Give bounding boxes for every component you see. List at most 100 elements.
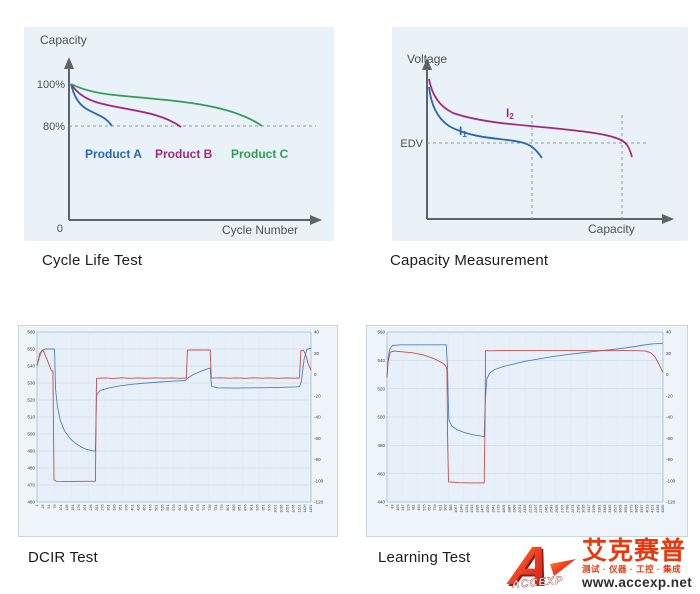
- x-axis-tick: 1395: [475, 505, 479, 513]
- x-axis-tick: 326: [113, 505, 117, 511]
- x-axis-tick: 426: [137, 505, 141, 511]
- product-b-label: Product B: [155, 147, 213, 161]
- left-axis-tick: 460: [377, 471, 385, 476]
- x-axis-tick: 2133: [523, 505, 527, 513]
- y-axis-title: Capacity: [40, 33, 87, 47]
- x-axis-tick: 329: [406, 505, 410, 511]
- x-axis-tick: 751: [214, 505, 218, 511]
- x-axis-tick: 851: [238, 505, 242, 511]
- left-axis-tick: 470: [27, 483, 35, 488]
- x-axis-tick: 176: [77, 505, 81, 511]
- x-axis-tick: 4183: [656, 505, 660, 513]
- x-axis-tick: 247: [401, 505, 405, 511]
- x-axis-tick: 985: [449, 505, 453, 511]
- right-axis-tick: -80: [314, 457, 321, 462]
- right-axis-tick: 20: [666, 351, 672, 356]
- x-axis-tick: 3773: [629, 505, 633, 513]
- x-axis-tick: 3363: [603, 505, 607, 513]
- product-c-curve: [70, 83, 263, 127]
- x-axis-tick: 926: [256, 505, 260, 511]
- svg-text:A: A: [506, 538, 555, 592]
- x-axis-tick: 3199: [592, 505, 596, 513]
- right-axis-tick: -120: [314, 500, 324, 505]
- x-axis-tick: 1026: [279, 505, 283, 513]
- right-axis-tick: 40: [314, 330, 320, 335]
- y-axis-arrow-icon: [64, 57, 74, 69]
- x-axis-tick: 826: [232, 505, 236, 511]
- x-axis-tick: 4265: [661, 505, 665, 513]
- x-axis-tick: 2953: [576, 505, 580, 513]
- x-axis-tick: 2625: [555, 505, 559, 513]
- x-axis-tick: 1969: [513, 505, 517, 513]
- dcir-title: DCIR Test: [28, 549, 98, 566]
- current-line: [36, 349, 312, 482]
- x-axis-tick: 2297: [534, 505, 538, 513]
- product-b-curve: [70, 83, 182, 128]
- x-axis-tick: 739: [433, 505, 437, 511]
- x-axis-tick: 2543: [550, 505, 554, 513]
- x-axis-tick: 626: [184, 505, 188, 511]
- x-axis-tick: 411: [412, 505, 416, 511]
- x-axis-tick: 2461: [544, 505, 548, 513]
- x-axis-tick: 1001: [274, 505, 278, 513]
- x-axis-tick: 3281: [598, 505, 602, 513]
- x-axis-tick: 2215: [529, 505, 533, 513]
- product-a-curve: [70, 83, 113, 127]
- x-axis-tick: 3035: [582, 505, 586, 513]
- x-axis-tick: 701: [202, 505, 206, 511]
- left-axis-tick: 560: [377, 330, 385, 335]
- right-axis-tick: 20: [314, 351, 320, 356]
- x-axis-tick: 1101: [297, 505, 301, 513]
- right-axis-tick: 0: [666, 372, 669, 377]
- x-axis-tick: 651: [190, 505, 194, 511]
- x-axis-tick: 1151: [309, 505, 313, 513]
- x-axis-tick: 676: [196, 505, 200, 511]
- x-axis-tick: 3445: [608, 505, 612, 513]
- x-axis-tick: 2871: [571, 505, 575, 513]
- x-axis-tick: 601: [178, 505, 182, 511]
- x-axis-tick: 903: [444, 505, 448, 511]
- y-axis-title: Voltage: [407, 52, 447, 66]
- learning-title: Learning Test: [378, 549, 471, 566]
- y-axis-arrow-icon: [422, 58, 432, 70]
- logo-chinese-name: 艾克赛普: [582, 537, 687, 565]
- right-axis-tick: -80: [666, 457, 673, 462]
- left-axis-tick: 480: [27, 466, 35, 471]
- x-axis-tick: 51: [47, 505, 51, 509]
- right-axis-tick: -60: [666, 436, 673, 441]
- x-axis-tick: 1477: [481, 505, 485, 513]
- x-axis-tick: 126: [65, 505, 69, 511]
- x-axis-tick: 726: [208, 505, 212, 511]
- x-axis-tick: 226: [89, 505, 93, 511]
- cycle-life-panel: 100% 80% 0 Capacity Cycle Number Product…: [24, 27, 334, 241]
- i1-curve: [428, 86, 543, 159]
- x-axis-tick: 3527: [613, 505, 617, 513]
- x-axis-tick: 821: [438, 505, 442, 511]
- current-line: [386, 350, 664, 484]
- voltage-line: [36, 347, 312, 452]
- right-axis-tick: -60: [314, 436, 321, 441]
- left-axis-tick: 540: [377, 358, 385, 363]
- x-axis-tick: 1641: [491, 505, 495, 513]
- x-axis-tick: 901: [250, 505, 254, 511]
- left-axis-tick: 490: [27, 449, 35, 454]
- ytick-100: 100%: [37, 79, 65, 91]
- product-a-label: Product A: [85, 147, 142, 161]
- i2-curve: [428, 78, 633, 158]
- x-axis-tick: 776: [220, 505, 224, 511]
- x-axis-tick: 376: [125, 505, 129, 511]
- accexp-logo-mark-icon: A A ACCEXP: [504, 538, 576, 592]
- capacity-measurement-diagram: EDV Voltage Capacity I1 I2: [400, 52, 674, 236]
- x-axis-tick: 251: [95, 505, 99, 511]
- x-axis-tick: 3117: [587, 505, 591, 513]
- x-axis-tick: 3937: [640, 505, 644, 513]
- x-axis-tick: 1149: [460, 505, 464, 513]
- right-axis-tick: -20: [314, 393, 321, 398]
- x-axis-tick: 801: [226, 505, 230, 511]
- cycle-life-title: Cycle Life Test: [42, 252, 143, 269]
- logo-text-block: 艾克赛普 测试 · 仪器 · 工控 · 集成 www.accexp.net: [582, 538, 692, 590]
- x-axis-tick: 4019: [645, 505, 649, 513]
- x-axis-tick: 501: [154, 505, 158, 511]
- left-axis-tick: 520: [27, 398, 35, 403]
